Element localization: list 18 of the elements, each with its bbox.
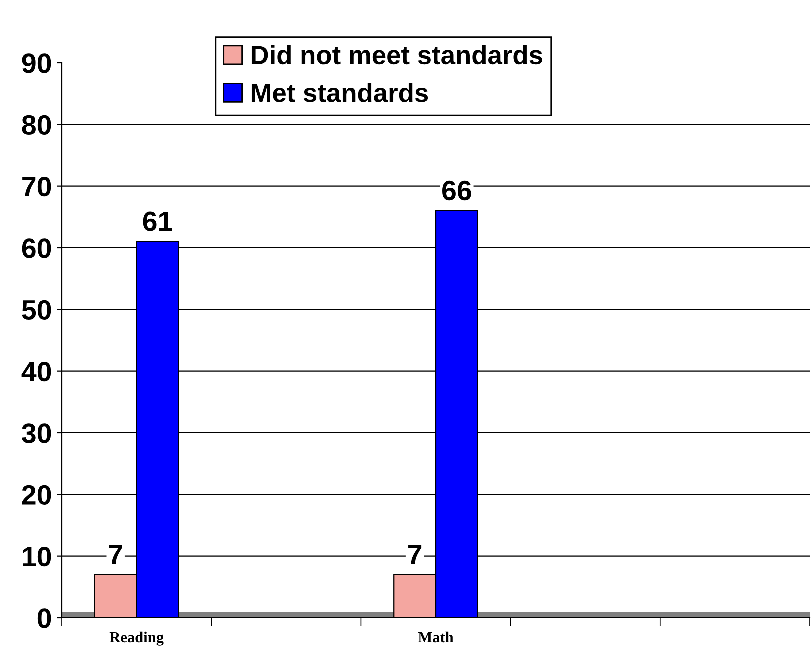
y-tick-label: 10 xyxy=(23,547,52,567)
y-tick-label: 30 xyxy=(22,424,52,444)
data-label: 7 xyxy=(408,545,422,564)
legend-label: Did not meet standards xyxy=(252,45,542,65)
x-tick-label: Reading xyxy=(110,632,164,646)
y-tick-label: 40 xyxy=(22,362,52,382)
y-tick-label: 70 xyxy=(22,177,52,197)
data-label: 7 xyxy=(109,545,122,564)
legend-label: Met standards xyxy=(252,83,428,102)
y-tick-label: 60 xyxy=(22,238,52,258)
data-label: 61 xyxy=(143,212,172,232)
y-tick-label: 80 xyxy=(22,115,52,136)
y-tick-label: 20 xyxy=(22,485,52,506)
y-tick-label: 90 xyxy=(22,54,52,74)
y-tick-label: 50 xyxy=(22,300,52,320)
x-tick-label: Math xyxy=(418,632,454,643)
y-tick-label: 0 xyxy=(38,608,52,628)
data-label: 66 xyxy=(442,180,472,201)
